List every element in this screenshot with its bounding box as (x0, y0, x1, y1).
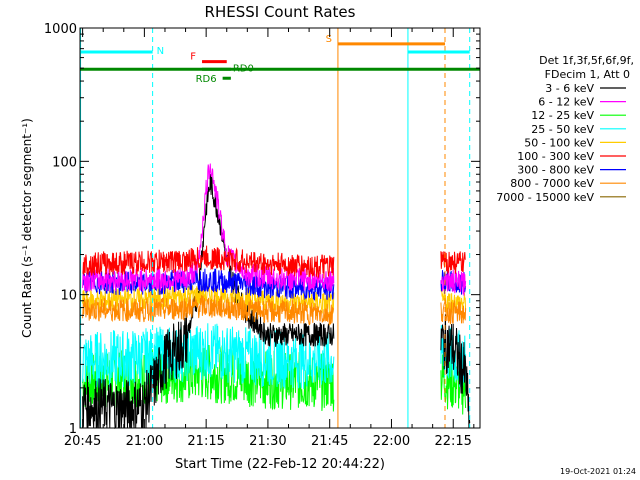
legend-entry-label: 12 - 25 keV (531, 109, 594, 122)
chart-title: RHESSI Count Rates (205, 3, 356, 21)
x-tick-label: 21:00 (126, 434, 163, 449)
legend-entry-label: 50 - 100 keV (524, 136, 594, 149)
legend-header-line: FDecim 1, Att 0 (545, 68, 630, 81)
legend-entry-label: 100 - 300 keV (517, 150, 594, 163)
x-tick-label: 20:45 (64, 434, 101, 449)
series-line (440, 269, 467, 296)
series-line (82, 295, 335, 326)
y-tick-label: 10 (60, 289, 77, 304)
x-tick-label: 21:45 (311, 434, 348, 449)
x-axis-label: Start Time (22-Feb-12 20:44:22) (175, 457, 385, 472)
series-line (440, 314, 471, 429)
flag-label: F (190, 52, 196, 63)
y-tick-label: 100 (52, 155, 77, 170)
x-tick-label: 21:15 (187, 434, 224, 449)
y-tick-label: 1 (69, 422, 77, 437)
x-tick-label: 21:30 (249, 434, 286, 449)
legend: Det 1f,3f,5f,6f,9f, FDecim 1, Att 0 3 - … (496, 54, 634, 204)
series-line (82, 323, 335, 390)
legend-header-line: Det 1f,3f,5f,6f,9f, (539, 54, 634, 67)
flag-label: S (326, 34, 332, 45)
x-tick-label: 22:00 (373, 434, 410, 449)
legend-entry-label: 800 - 7000 keV (510, 177, 594, 190)
legend-entry-label: 3 - 6 keV (545, 82, 594, 95)
legend-entry-label: 6 - 12 keV (538, 96, 594, 109)
series-line (440, 251, 466, 275)
series-line (82, 245, 335, 280)
x-tick-label: 22:15 (434, 434, 471, 449)
legend-entry-label: 300 - 800 keV (517, 164, 594, 177)
series-line (82, 163, 335, 292)
legend-entry-label: 25 - 50 keV (531, 123, 594, 136)
flag-label: N (157, 46, 164, 57)
footer-timestamp: 19-Oct-2021 01:24 (560, 467, 636, 476)
plot-area: NFRD0RD6S (79, 27, 481, 430)
y-tick-label: 1000 (44, 22, 77, 37)
legend-entry-label: 7000 - 15000 keV (496, 191, 594, 204)
series-line (82, 174, 335, 430)
y-axis-label: Count Rate (s⁻¹ detector segment⁻¹) (20, 118, 34, 338)
flag-label: RD6 (196, 74, 217, 85)
axes-frame (79, 27, 481, 429)
